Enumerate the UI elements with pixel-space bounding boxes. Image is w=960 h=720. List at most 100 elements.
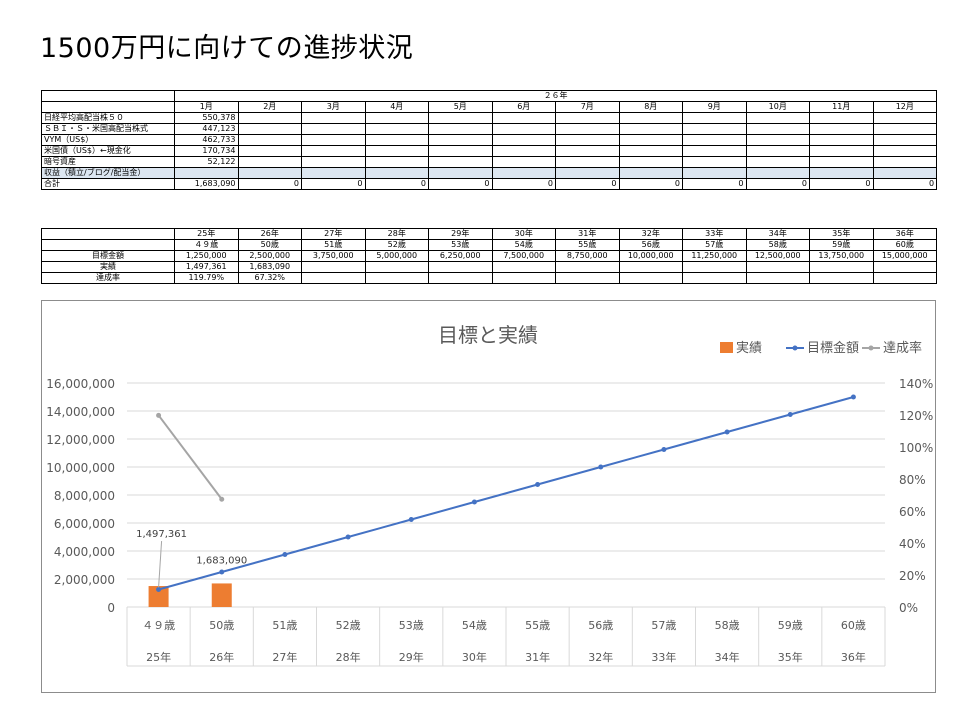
- value-cell: 550,378: [174, 112, 239, 124]
- year-cell: 31年: [555, 228, 620, 240]
- value-cell: [872, 112, 938, 124]
- value-cell: [301, 261, 366, 273]
- value-cell: [237, 134, 302, 146]
- line-rate: [157, 414, 223, 500]
- row-label: VYM（US$）: [41, 134, 175, 146]
- x-tick-label-year: 27年: [272, 650, 297, 664]
- month-header: 9月: [682, 101, 747, 113]
- value-cell: [301, 167, 366, 179]
- age-cell: 52歳: [364, 239, 429, 251]
- value-cell: [428, 261, 493, 273]
- value-cell: 0: [555, 178, 620, 190]
- value-cell: [745, 167, 810, 179]
- age-cell: 57歳: [682, 239, 747, 251]
- row-label: 暗号資産: [41, 156, 175, 168]
- value-cell: [745, 123, 810, 135]
- value-cell: [301, 156, 366, 168]
- value-cell: [872, 123, 938, 135]
- value-cell: [872, 167, 938, 179]
- value-cell: [618, 272, 683, 284]
- legend-marker-target: [792, 345, 798, 351]
- value-cell: [555, 261, 620, 273]
- value-cell: [809, 167, 874, 179]
- value-cell: 6,250,000: [428, 250, 493, 262]
- value-cell: [364, 167, 429, 179]
- value-cell: [364, 261, 429, 273]
- value-cell: [364, 156, 429, 168]
- y-right-tick-label: 0%: [899, 601, 918, 615]
- value-cell: [745, 134, 810, 146]
- point-target: [471, 499, 477, 505]
- point-target: [408, 517, 414, 522]
- value-cell: [872, 272, 937, 284]
- row-label: 収益（積立/ブログ/配当金）: [41, 167, 175, 179]
- year-cell: 25年: [174, 228, 239, 240]
- y-left-tick-label: 10,000,000: [46, 461, 115, 475]
- age-cell: 56歳: [618, 239, 683, 251]
- value-cell: [682, 112, 747, 124]
- value-cell: [301, 112, 366, 124]
- y-left-tick-label: 12,000,000: [46, 433, 115, 447]
- value-cell: 12,500,000: [745, 250, 810, 262]
- value-cell: 5,000,000: [364, 250, 429, 262]
- value-cell: [618, 167, 683, 179]
- value-cell: [618, 156, 683, 168]
- value-cell: [491, 272, 556, 284]
- y-right-tick-label: 40%: [899, 537, 926, 551]
- year-cell: 36年: [872, 228, 937, 240]
- point-target: [598, 464, 604, 470]
- value-cell: 447,123: [174, 123, 239, 135]
- x-tick-label-age: 51歳: [272, 619, 297, 632]
- value-cell: [618, 261, 683, 273]
- y-right-tick-label: 100%: [899, 441, 933, 455]
- month-header: 5月: [428, 101, 493, 113]
- value-cell: [428, 272, 493, 284]
- value-cell: 462,733: [174, 134, 239, 146]
- value-cell: 0: [428, 178, 493, 190]
- target-table: 25年 26年 27年 28年 29年 30年 31年 32年 33年 34年 35年 36年 ４９歳 5…: [41, 228, 937, 284]
- corner-cell: [41, 228, 175, 240]
- value-cell: [364, 145, 429, 157]
- legend-label-target: 目標金額: [807, 340, 859, 356]
- value-cell: 0: [237, 178, 302, 190]
- value-cell: 1,683,090: [174, 178, 239, 190]
- row-label: 米国債（US$）←現金化: [41, 145, 175, 157]
- month-header: 10月: [745, 101, 810, 113]
- target-row: 目標金額 1,250,000 2,500,000 3,750,000 5,000,000…: [41, 250, 937, 262]
- asset-row: 米国債（US$）←現金化 170,734: [41, 145, 938, 157]
- slide-title: 1500万円に向けての進捗状況: [40, 33, 414, 64]
- age-cell: 59歳: [809, 239, 874, 251]
- ages-row: ４９歳 50歳 51歳 52歳 53歳 54歳 55歳 56歳 57歳 58歳 59歳 60歳: [41, 239, 937, 251]
- combo-chart: 目標と実績 0 2,000,000 4,000,000 6,000,000 8,000,0…: [46, 323, 933, 667]
- value-cell: 67.32%: [237, 272, 302, 284]
- y-right-tick-label: 140%: [899, 377, 933, 391]
- row-label: 達成率: [41, 272, 175, 284]
- year-cell: 28年: [364, 228, 429, 240]
- bar-data-label: 1,683,090: [196, 555, 247, 566]
- age-cell: 60歳: [872, 239, 937, 251]
- value-cell: 8,750,000: [555, 250, 620, 262]
- value-cell: [301, 123, 366, 135]
- value-cell: [364, 134, 429, 146]
- y-left-tick-label: 0: [107, 601, 115, 615]
- row-label: 日経平均高配当株５０: [41, 112, 175, 124]
- point-target: [724, 429, 730, 435]
- x-tick-label-year: 32年: [588, 650, 613, 664]
- label-leader-line: [158, 541, 163, 588]
- point-target: [661, 447, 667, 452]
- y-left-tick-label: 16,000,000: [46, 377, 115, 391]
- y-left-tick-label: 8,000,000: [54, 489, 115, 503]
- x-tick-label-age: 50歳: [209, 619, 234, 632]
- chart-title: 目標と実績: [438, 323, 538, 347]
- value-cell: [428, 167, 493, 179]
- point-rate: [219, 496, 225, 502]
- month-header: 4月: [364, 101, 429, 113]
- legend-swatch-actual: [720, 342, 733, 353]
- x-tick-label-year: 26年: [209, 650, 234, 664]
- value-cell: [555, 134, 620, 146]
- value-cell: 0: [301, 178, 366, 190]
- value-cell: 0: [872, 178, 938, 190]
- value-cell: [809, 261, 874, 273]
- value-cell: [364, 123, 429, 135]
- value-cell: [745, 272, 810, 284]
